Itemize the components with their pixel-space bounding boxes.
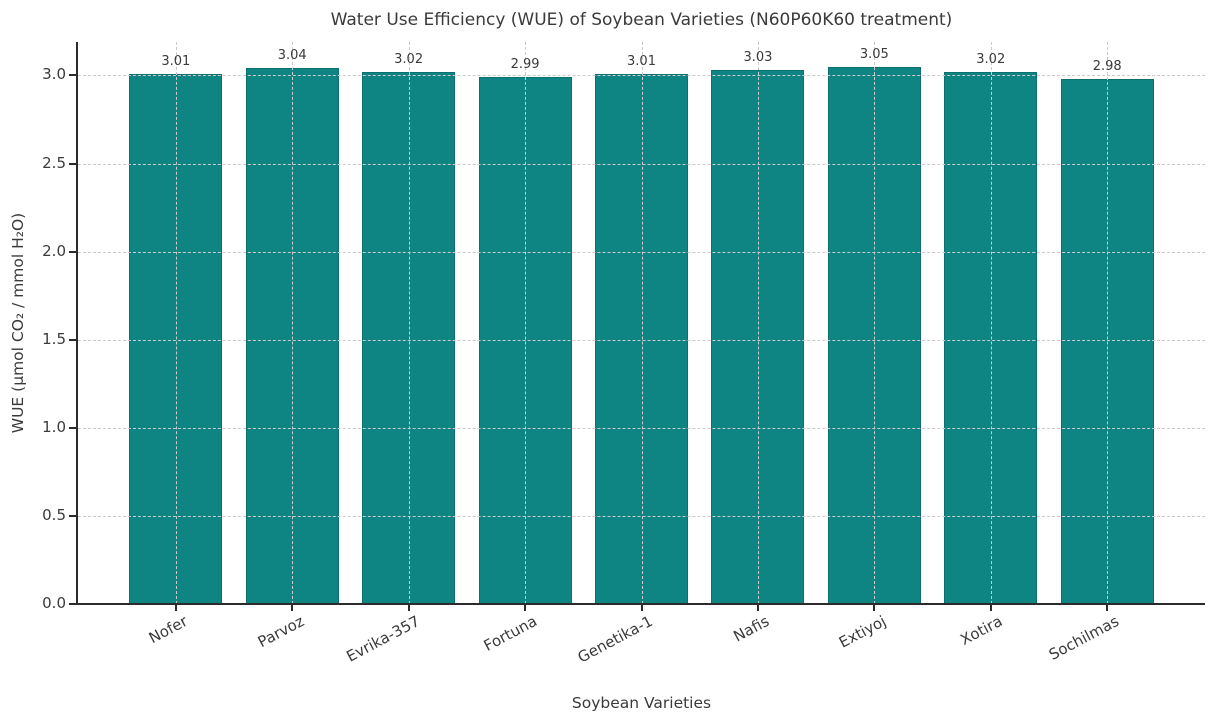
vertical-gridline — [292, 42, 294, 604]
vertical-gridline — [757, 42, 759, 604]
bar-value-label: 3.05 — [859, 46, 889, 62]
x-tick-mark — [640, 605, 643, 611]
x-tick-label: Nofer — [145, 612, 191, 648]
x-tick-label: Fortuna — [480, 612, 540, 655]
chart-title: Water Use Efficiency (WUE) of Soybean Va… — [330, 10, 953, 30]
bar-value-label: 2.99 — [510, 57, 540, 73]
vertical-gridline — [874, 42, 876, 604]
y-tick-mark — [69, 338, 78, 341]
bar — [827, 66, 921, 604]
x-tick-label: Parvoz — [254, 612, 307, 652]
y-tick-mark — [69, 426, 78, 429]
x-tick-mark — [407, 605, 410, 611]
y-tick-label: 0.5 — [42, 505, 66, 524]
bar — [245, 68, 339, 604]
x-tick-mark — [756, 605, 759, 611]
bar-value-label: 3.03 — [743, 50, 773, 66]
bar-value-label: 3.02 — [976, 51, 1006, 67]
x-tick-label: Extiyoj — [835, 612, 889, 652]
y-tick-mark — [69, 250, 78, 253]
bar — [711, 70, 805, 604]
x-tick-mark — [1106, 605, 1109, 611]
x-tick-mark — [174, 605, 177, 611]
y-tick-label: 1.0 — [42, 417, 66, 436]
x-tick-label: Sochilmas — [1045, 612, 1122, 664]
x-tick-mark — [524, 605, 527, 611]
bar-value-label: 2.98 — [1092, 58, 1122, 74]
x-tick-mark — [989, 605, 992, 611]
bottom-spine — [76, 603, 1205, 605]
x-tick-label: Nafis — [730, 612, 773, 646]
vertical-gridline — [990, 42, 992, 604]
y-tick-mark — [69, 514, 78, 517]
x-tick-mark — [873, 605, 876, 611]
left-spine — [76, 42, 78, 605]
bar-value-label: 3.02 — [394, 51, 424, 67]
x-tick-label: Evrika-357 — [343, 612, 424, 666]
bar — [594, 73, 689, 604]
y-tick-label: 2.0 — [42, 241, 66, 260]
bar-value-label: 3.01 — [161, 53, 191, 69]
x-axis-label: Soybean Varieties — [571, 694, 712, 712]
bar — [129, 73, 223, 604]
bar-value-label: 3.01 — [627, 53, 656, 69]
x-tick-label: Genetika-1 — [574, 612, 656, 667]
vertical-gridline — [175, 42, 177, 604]
vertical-gridline — [641, 42, 643, 604]
y-tick-mark — [69, 603, 78, 605]
vertical-gridline — [525, 42, 527, 604]
y-tick-label: 0.0 — [42, 594, 66, 612]
y-tick-label: 1.5 — [42, 329, 66, 348]
vertical-gridline — [408, 42, 410, 604]
x-tick-label: Xotira — [957, 612, 1006, 649]
y-tick-label: 2.5 — [42, 153, 66, 172]
x-tick-mark — [291, 605, 294, 611]
y-tick-mark — [69, 162, 78, 165]
y-tick-label: 3.0 — [42, 65, 66, 84]
y-tick-mark — [69, 74, 78, 77]
bar-value-label: 3.04 — [277, 48, 307, 64]
vertical-gridline — [1107, 42, 1109, 604]
